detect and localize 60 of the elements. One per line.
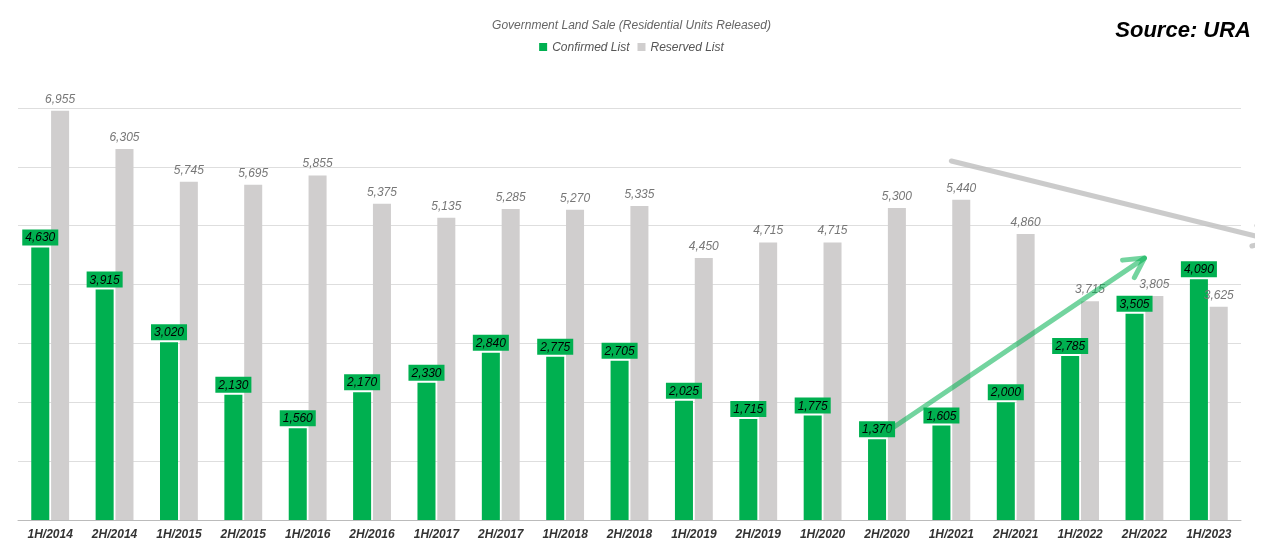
data-label: 6,955: [45, 91, 76, 106]
data-label: 5,335: [624, 187, 655, 201]
data-label: 2,330: [410, 365, 442, 380]
data-label: 3,915: [89, 272, 120, 287]
data-label: 5,745: [173, 162, 205, 177]
x-tick-label: 2H/2019: [734, 527, 782, 541]
x-tick-label: 1H/2018: [542, 527, 589, 541]
data-label: 1,775: [797, 398, 829, 413]
data-label: 3,805: [1139, 277, 1170, 292]
x-tick-label: 2H/2014: [90, 527, 138, 541]
x-tick-label: 2H/2016: [348, 527, 396, 541]
x-tick-label: 2H/2018: [605, 527, 653, 541]
data-label: 5,270: [560, 190, 591, 205]
data-label: 2,840: [474, 335, 507, 350]
x-tick-label: 1H/2023: [1186, 527, 1232, 541]
x-tick-label: 2H/2015: [219, 527, 267, 541]
data-label: 4,715: [753, 223, 784, 238]
data-label: 2,130: [217, 377, 249, 392]
data-label: 2,775: [539, 339, 571, 354]
x-tick-label: 1H/2016: [284, 527, 331, 541]
data-label: 5,300: [881, 189, 913, 204]
x-tick-label: 2H/2021: [992, 527, 1039, 541]
data-label: 2,170: [346, 375, 378, 390]
data-label: 4,715: [817, 223, 848, 238]
x-tick-label: 2H/2022: [1120, 527, 1168, 541]
x-tick-label: 1H/2014: [27, 527, 74, 541]
data-label: 4,860: [1010, 214, 1041, 229]
source-note: Source: URA: [1115, 16, 1251, 42]
data-label: 2,000: [989, 385, 1022, 400]
data-label: 6,305: [109, 129, 140, 144]
x-tick-label: 1H/2015: [156, 527, 202, 541]
data-label: 5,135: [431, 198, 462, 213]
x-tick-label: 2H/2017: [477, 527, 525, 541]
x-tick-label: 2H/2020: [863, 527, 910, 541]
bar: [1209, 306, 1228, 520]
data-label: 3,020: [153, 325, 185, 340]
data-label: 1,370: [862, 422, 893, 437]
x-tick-label: 1H/2019: [671, 527, 717, 541]
x-tick-label: 1H/2021: [928, 527, 975, 541]
data-label: 5,855: [302, 156, 333, 171]
data-label: 1,605: [926, 408, 957, 423]
data-label: 1,715: [733, 402, 764, 417]
data-label: 5,375: [366, 184, 398, 199]
x-tick-label: 1H/2022: [1057, 527, 1104, 541]
data-label: 4,450: [688, 239, 720, 254]
x-tick-label: 1H/2017: [413, 527, 461, 541]
data-label: 5,285: [495, 189, 527, 204]
data-label: 1,560: [282, 411, 314, 426]
data-label: 5,695: [238, 165, 269, 180]
data-label: 4,630: [25, 230, 56, 245]
data-label: 2,785: [1054, 339, 1086, 354]
x-tick-label: 1H/2020: [799, 527, 846, 541]
legend-label: Confirmed List: [552, 40, 631, 54]
data-label: 4,090: [1183, 262, 1215, 277]
data-label: 3,505: [1119, 296, 1150, 311]
data-label: 2,705: [603, 343, 635, 358]
data-label: 5,440: [946, 180, 977, 195]
data-label: 2,025: [667, 383, 700, 398]
legend-label: Reserved List: [650, 40, 725, 54]
chart-title: Government Land Sale (Residential Units Released): [492, 18, 771, 32]
